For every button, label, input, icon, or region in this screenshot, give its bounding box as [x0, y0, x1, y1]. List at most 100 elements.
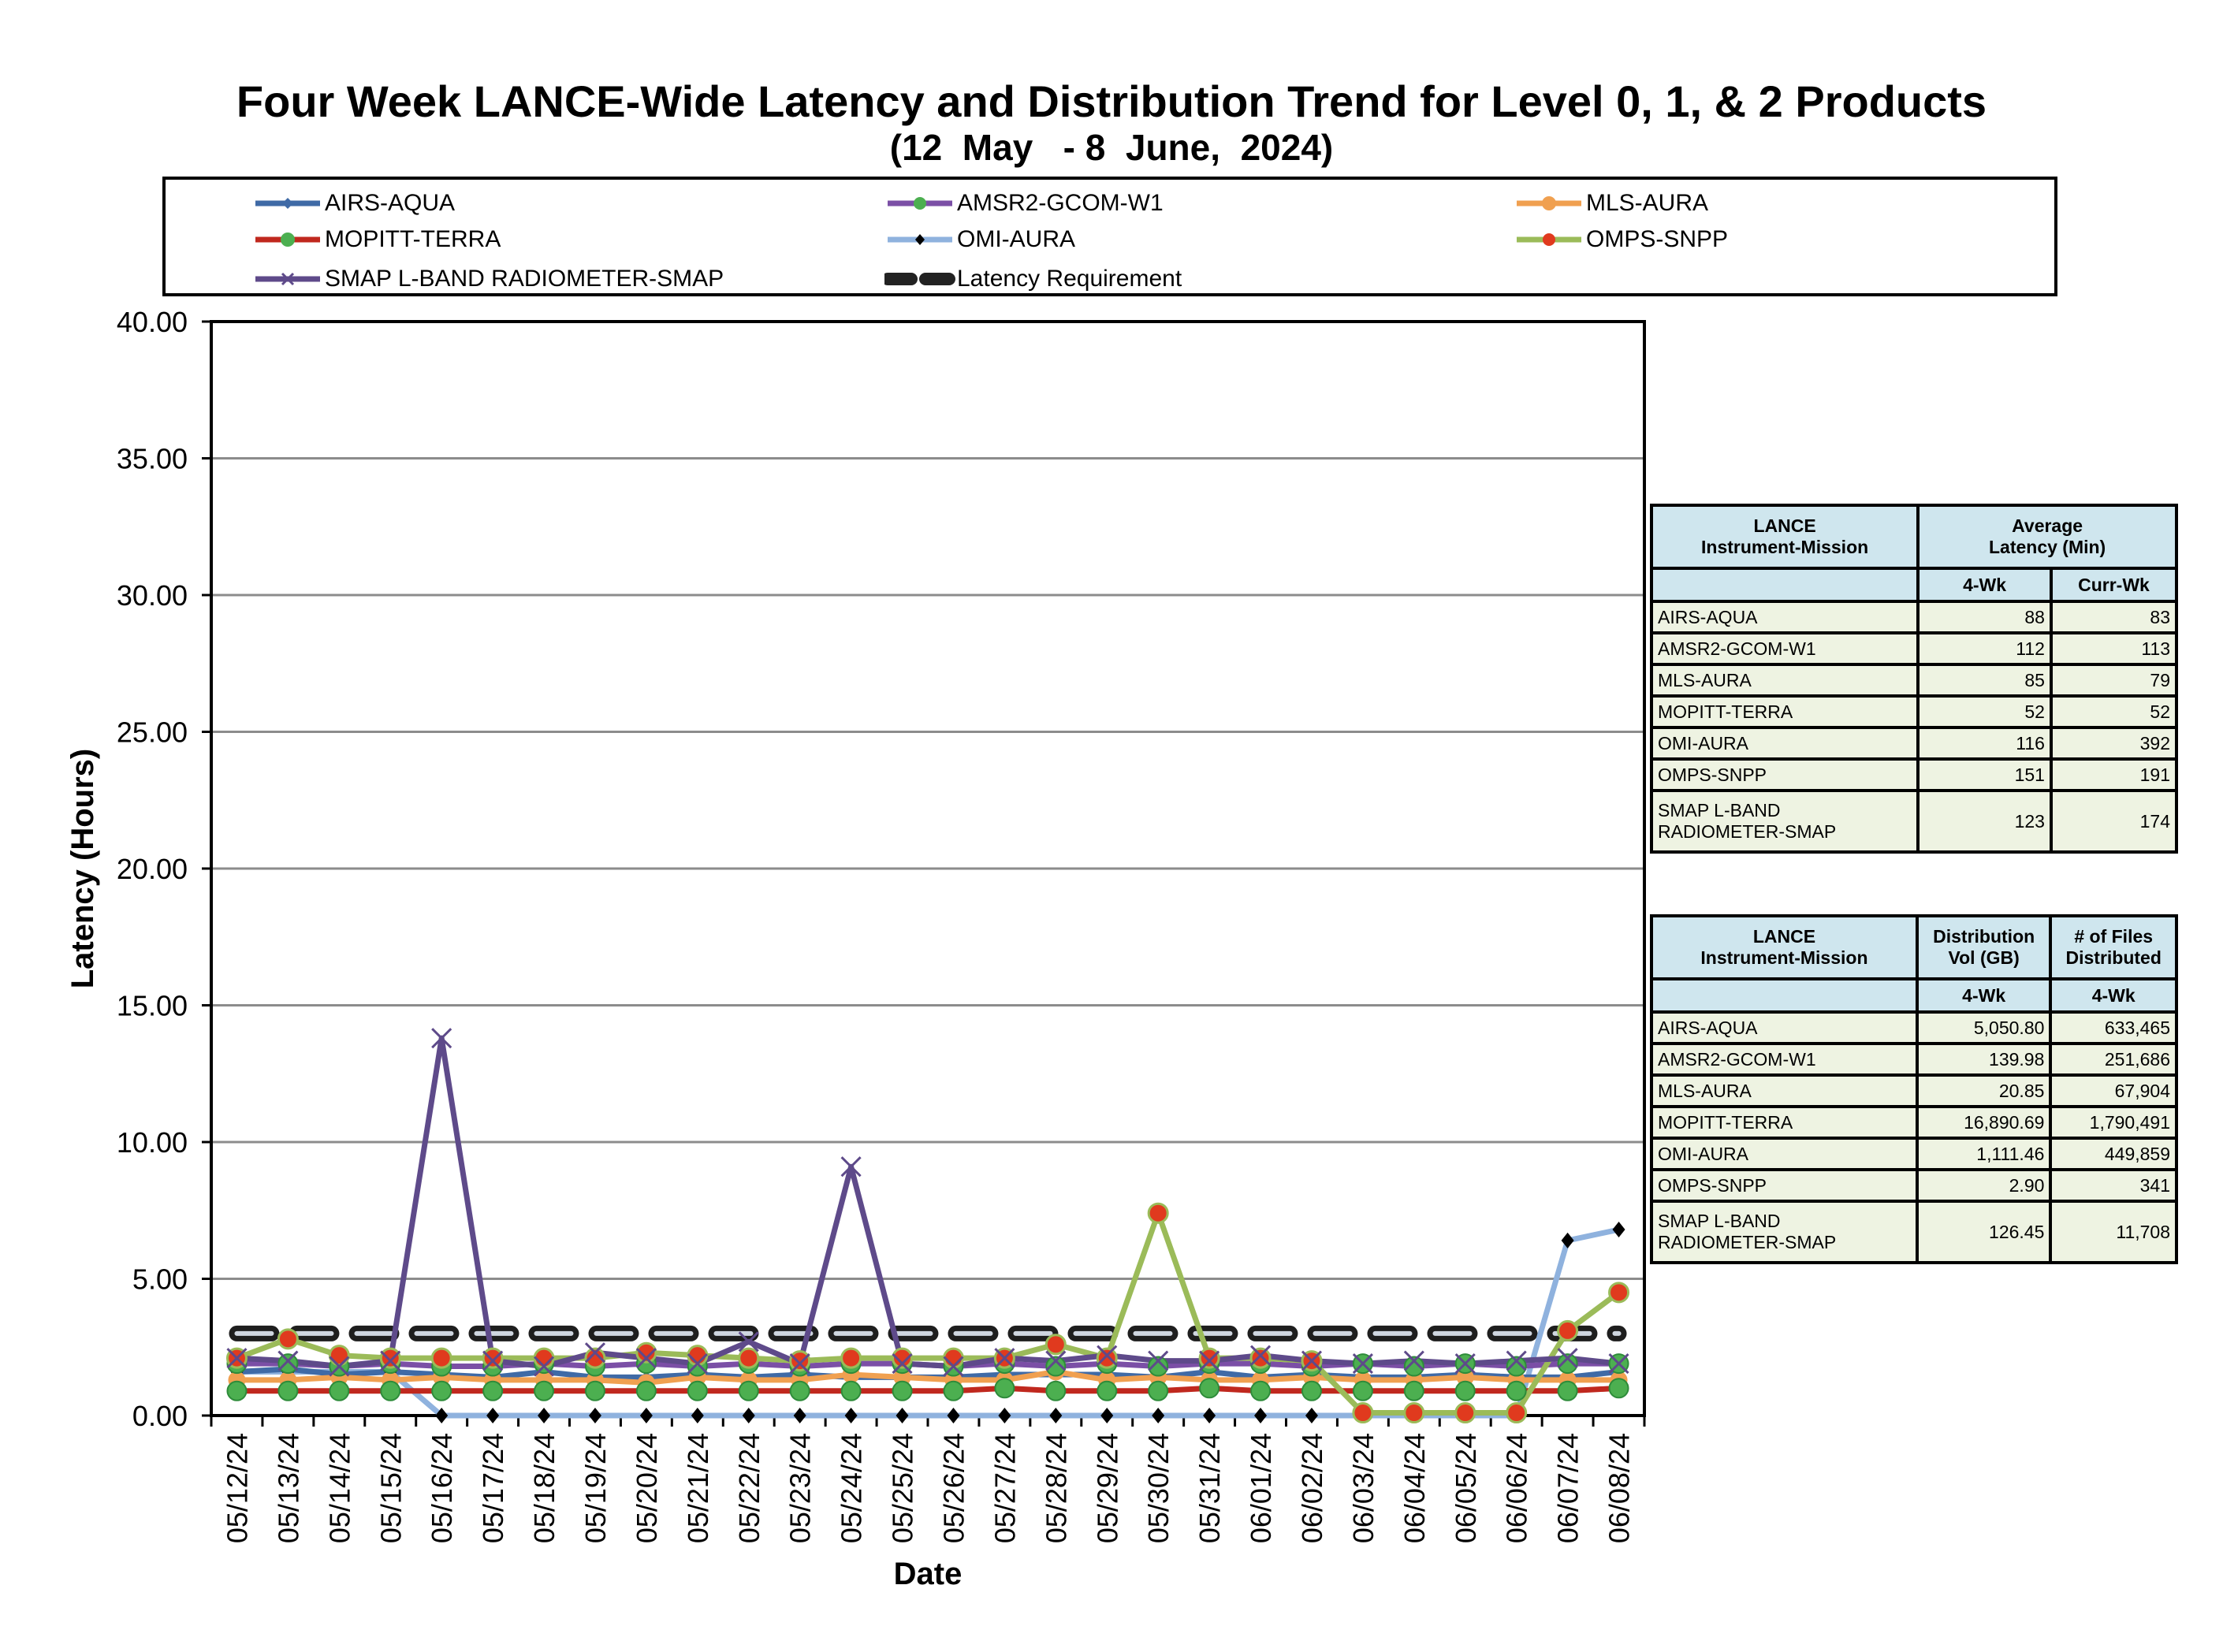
x-tick-label: 05/25/24: [887, 1433, 919, 1543]
data-point-omps-snpp: [1557, 1319, 1579, 1341]
legend-item-latency-requirement: Latency Requirement: [884, 263, 1182, 295]
x-tick-label: 05/19/24: [579, 1433, 612, 1543]
data-point-omps-snpp: [1352, 1402, 1374, 1424]
data-point-omi-aura: [1100, 1408, 1114, 1423]
data-point-mopitt-terra: [943, 1380, 964, 1401]
y-tick-label: 0.00: [132, 1400, 188, 1432]
data-point-amsr2-gcom-w1: [1506, 1356, 1527, 1377]
row-volume: 2.90: [1915, 1168, 2053, 1203]
data-point-smap-l-band-radiometer-smap: [1097, 1345, 1118, 1366]
legend-item-omps-snpp: OMPS-SNPP: [1514, 224, 1728, 255]
data-point-amsr2-gcom-w1: [1045, 1356, 1067, 1377]
data-point-smap-l-band-radiometer-smap: [738, 1331, 759, 1352]
row-files: 633,465: [2049, 1010, 2178, 1045]
row-files: 1,790,491: [2049, 1105, 2178, 1140]
header-text: Latency (Min): [1988, 537, 2106, 557]
data-point-smap-l-band-radiometer-smap: [1148, 1350, 1169, 1371]
y-tick-label: 5.00: [132, 1263, 188, 1296]
x-tick-label: 06/04/24: [1398, 1433, 1431, 1543]
x-tick-label: 05/12/24: [221, 1433, 253, 1543]
legend-swatch-latency-requirement: [884, 273, 955, 285]
data-point-smap-l-band-radiometer-smap: [1506, 1350, 1527, 1371]
row-mission: SMAP L-BAND RADIOMETER-SMAP: [1650, 1200, 1919, 1264]
data-point-mopitt-terra: [482, 1380, 504, 1401]
data-point-omps-snpp: [1147, 1202, 1169, 1224]
data-point-smap-l-band-radiometer-smap: [584, 1342, 606, 1364]
x-tick-label: 06/06/24: [1501, 1433, 1533, 1543]
x-tick-label: 05/23/24: [784, 1433, 817, 1543]
data-point-smap-l-band-radiometer-smap: [635, 1348, 657, 1369]
row-currwk: 392: [2049, 726, 2179, 761]
distribution-row: OMI-AURA 1,111.46 449,859: [1650, 1137, 2178, 1171]
data-point-omi-aura: [691, 1408, 704, 1423]
data-point-smap-l-band-radiometer-smap: [277, 1350, 299, 1371]
row-4wk: 116: [1916, 726, 2053, 761]
data-point-omi-aura: [793, 1408, 806, 1423]
data-point-amsr2-gcom-w1: [1148, 1356, 1169, 1377]
x-tick-label: 05/18/24: [528, 1433, 560, 1543]
header-text: LANCE: [1753, 515, 1816, 536]
latency-row: AIRS-AQUA 88 83: [1649, 600, 2179, 634]
legend-label: AIRS-AQUA: [325, 190, 456, 216]
latency-row: MOPITT-TERRA 52 52: [1649, 694, 2179, 729]
data-point-omi-aura: [1305, 1408, 1318, 1423]
x-tick-label: 05/14/24: [323, 1433, 356, 1543]
x-tick-label: 05/16/24: [426, 1433, 458, 1543]
dist-header-files: # of Files Distributed: [2049, 914, 2178, 980]
legend-swatch-mopitt: [255, 233, 320, 247]
data-point-mopitt-terra: [738, 1380, 759, 1401]
data-point-smap-l-band-radiometer-smap: [1249, 1345, 1272, 1366]
data-point-smap-l-band-radiometer-smap: [789, 1353, 810, 1375]
data-point-mopitt-terra: [1301, 1380, 1322, 1401]
row-files: 11,708: [2049, 1200, 2178, 1264]
row-mission: OMI-AURA: [1649, 726, 1920, 761]
latency-subheader-currwk: Curr-Wk: [2049, 567, 2179, 603]
distribution-row: AMSR2-GCOM-W1 139.98 251,686: [1650, 1042, 2178, 1077]
data-point-mopitt-terra: [1148, 1380, 1169, 1401]
latency-header-average: Average Latency (Min): [1916, 504, 2178, 570]
data-point-omi-aura: [639, 1408, 653, 1423]
row-mission: OMPS-SNPP: [1650, 1168, 1919, 1203]
data-point-omps-snpp: [1096, 1347, 1118, 1369]
chart-subtitle: (12 May - 8 June, 2024): [889, 127, 1334, 168]
dist-header-mission: LANCE Instrument-Mission: [1650, 914, 1919, 980]
data-point-smap-l-band-radiometer-smap: [892, 1353, 913, 1375]
row-mission: MOPITT-TERRA: [1649, 694, 1920, 729]
data-point-omps-snpp: [1506, 1402, 1528, 1424]
data-point-mopitt-terra: [1250, 1380, 1272, 1401]
chart-title: Four Week LANCE-Wide Latency and Distrib…: [236, 76, 1987, 126]
row-4wk: 52: [1916, 694, 2053, 729]
data-point-mopitt-terra: [1097, 1380, 1118, 1401]
data-point-omi-aura: [947, 1408, 960, 1423]
series-line-omps-snpp: [236, 1210, 1621, 1416]
distribution-row: MLS-AURA 20.85 67,904: [1650, 1073, 2178, 1108]
dist-subheader-4wk-files: 4-Wk: [2049, 977, 2178, 1014]
data-point-omi-aura: [1152, 1408, 1165, 1423]
header-text: Distribution: [1933, 926, 2035, 947]
header-text: # of Files: [2074, 926, 2154, 947]
data-point-smap-l-band-radiometer-smap: [1557, 1348, 1578, 1369]
legend-swatch-omps-snpp: [1517, 233, 1581, 246]
data-point-omps-snpp: [738, 1347, 760, 1369]
row-volume: 20.85: [1915, 1073, 2053, 1108]
data-point-omps-snpp: [840, 1347, 862, 1369]
data-point-mopitt-terra: [534, 1380, 555, 1401]
data-point-mopitt-terra: [789, 1380, 810, 1401]
latency-header-mission: LANCE Instrument-Mission: [1649, 504, 1920, 570]
legend-swatch-amsr2: [888, 197, 952, 210]
x-tick-label: 06/08/24: [1603, 1433, 1636, 1543]
data-point-smap-l-band-radiometer-smap: [226, 1348, 248, 1369]
data-point-mopitt-terra: [687, 1380, 708, 1401]
data-point-amsr2-gcom-w1: [1403, 1356, 1424, 1377]
y-axis-title: Latency (Hours): [65, 749, 100, 989]
distribution-row: MOPITT-TERRA 16,890.69 1,790,491: [1650, 1105, 2178, 1140]
legend-label: OMI-AURA: [957, 226, 1075, 252]
data-point-mopitt-terra: [635, 1380, 657, 1401]
data-point-omps-snpp: [1454, 1402, 1476, 1424]
y-tick-label: 20.00: [117, 853, 188, 885]
y-tick-label: 35.00: [117, 443, 188, 475]
data-point-smap-l-band-radiometer-smap: [994, 1348, 1015, 1369]
data-point-omi-aura: [1561, 1232, 1574, 1248]
row-mission: OMPS-SNPP: [1649, 757, 1920, 792]
data-point-amsr2-gcom-w1: [1557, 1353, 1578, 1375]
